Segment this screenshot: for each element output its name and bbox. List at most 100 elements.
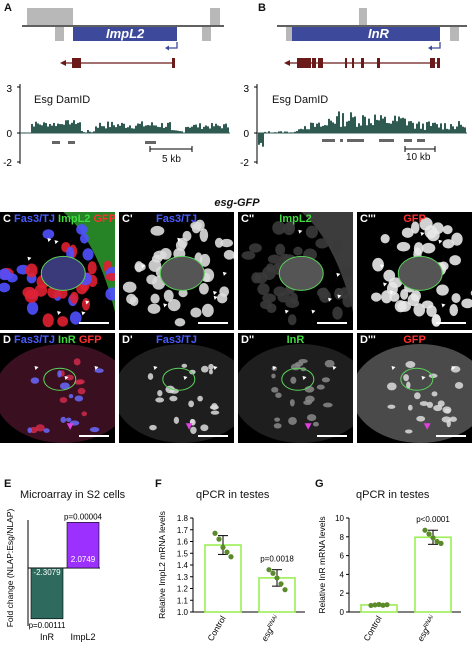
cell-nucleus	[413, 242, 424, 255]
micrograph-panel-letter: C	[3, 213, 14, 225]
damid-signal-bar	[454, 129, 456, 133]
channel-label: GFP	[403, 334, 426, 346]
micrograph-panel-letter: D	[3, 334, 14, 346]
scale-bar	[317, 435, 347, 437]
cell-nucleus	[81, 297, 90, 311]
cell-nucleus	[396, 241, 411, 252]
hub-outline	[40, 255, 86, 291]
cell-nucleus	[0, 282, 11, 293]
arrowhead-marker	[420, 231, 425, 236]
channel-label: InR	[58, 334, 79, 346]
cell-nucleus	[289, 399, 295, 407]
chart-e-bar	[66, 522, 100, 569]
damid-signal-bar	[143, 126, 145, 133]
damid-signal-bar	[436, 124, 438, 133]
cell-nucleus	[275, 392, 282, 398]
cell-nucleus	[271, 387, 279, 393]
damid-signal-bar	[278, 131, 280, 133]
damid-signal-bar	[424, 129, 426, 133]
damid-signal-bar	[336, 116, 338, 133]
damid-signal-bar	[318, 122, 320, 133]
cell-nucleus	[89, 427, 100, 433]
chart-g-data-point	[422, 527, 428, 533]
cell-nucleus	[273, 286, 287, 297]
cell-nucleus	[105, 287, 115, 301]
cell-nucleus	[59, 397, 68, 404]
micrograph-dpp: D'' InR	[238, 333, 353, 443]
micrograph-label: D Fas3/TJ InR GFP	[3, 334, 101, 346]
cell-nucleus	[262, 266, 276, 281]
cell-nucleus	[182, 230, 192, 242]
scale-bar	[198, 435, 228, 437]
arrowhead-marker	[421, 376, 426, 380]
cell-nucleus	[25, 263, 38, 278]
arrowhead-marker	[311, 309, 316, 314]
cell-nucleus	[403, 374, 409, 382]
damid-signal-bar	[450, 124, 452, 133]
panel-a-damid-bars	[21, 120, 229, 133]
damid-signal-bar	[187, 126, 189, 133]
channel-label: Fas3/TJ	[156, 334, 197, 346]
damid-signal-bar	[125, 127, 127, 133]
cell-nucleus	[275, 243, 286, 256]
cell-nucleus	[173, 416, 180, 424]
cell-nucleus	[322, 402, 333, 408]
damid-signal-bar	[312, 122, 314, 133]
damid-signal-bar	[71, 122, 73, 133]
damid-signal-bar	[414, 128, 416, 133]
damid-signal-bar	[99, 122, 101, 133]
arrowhead-marker	[47, 238, 52, 243]
damid-signal-bar	[185, 127, 187, 133]
cell-nucleus	[27, 427, 33, 434]
damid-signal-bar	[133, 128, 135, 133]
damid-signal-bar	[115, 127, 117, 133]
damid-signal-bar	[31, 123, 33, 133]
chart-g-category: Control	[361, 614, 383, 643]
damid-signal-bar	[43, 122, 45, 133]
channel-label: GFP	[403, 213, 426, 225]
damid-signal-bar	[396, 121, 398, 133]
micrograph-panel-letter: D'	[122, 334, 133, 346]
damid-signal-bar	[161, 123, 163, 133]
damid-signal-bar	[227, 127, 229, 133]
chart-f-ytick-label: 1.2	[177, 585, 189, 594]
damid-signal-bar	[348, 120, 350, 133]
chart-f-category-superscript: RNAi	[267, 614, 280, 630]
damid-signal-bar	[177, 130, 179, 133]
cell-nucleus	[73, 380, 83, 385]
cell-nucleus	[68, 393, 74, 399]
chart-f-ytick-label: 1.8	[177, 514, 189, 523]
damid-signal-bar	[221, 128, 223, 133]
damid-signal-bar	[157, 126, 159, 133]
chart-f-ytick-label: 1.4	[177, 561, 189, 570]
micrograph-d: D Fas3/TJ InR GFP	[0, 333, 115, 443]
damid-signal-bar	[304, 126, 306, 133]
cell-nucleus	[80, 233, 89, 244]
chart-g-data-point	[438, 540, 444, 546]
arrowhead-marker	[222, 271, 227, 276]
damid-signal-bar	[117, 124, 119, 133]
cell-nucleus	[414, 392, 421, 400]
arrowhead-marker	[81, 311, 86, 316]
chart-g-pvalue: p<0.0001	[416, 515, 450, 524]
damid-signal-bar	[440, 123, 442, 133]
damid-signal-bar	[127, 127, 129, 133]
damid-signal-bar	[73, 120, 75, 133]
cell-nucleus	[178, 289, 188, 298]
damid-signal-bar	[422, 123, 424, 133]
panel-b-yzero: 0	[243, 129, 249, 140]
panel-a-yzero: 0	[6, 129, 12, 140]
hub-outline	[162, 367, 196, 391]
damid-signal-bar	[328, 118, 330, 133]
cell-nucleus	[150, 225, 165, 236]
panel-a-gene-name: ImpL2	[106, 26, 145, 41]
damid-signal-bar	[294, 131, 296, 133]
chart-e-value-label: -2.3079	[33, 568, 61, 577]
arrowhead-marker	[389, 290, 394, 295]
damid-signal-bar	[67, 120, 69, 133]
chart-g-inr-qpcr: 0 2 4 6 8 10 Relative InR mRNA levels Control es…	[317, 514, 461, 643]
cell-nucleus	[105, 272, 115, 282]
chart-g-category-superscript: RNAi	[423, 614, 436, 630]
chart-g-data-point	[430, 535, 436, 541]
micrograph-panel-letter: C'''	[360, 213, 376, 225]
